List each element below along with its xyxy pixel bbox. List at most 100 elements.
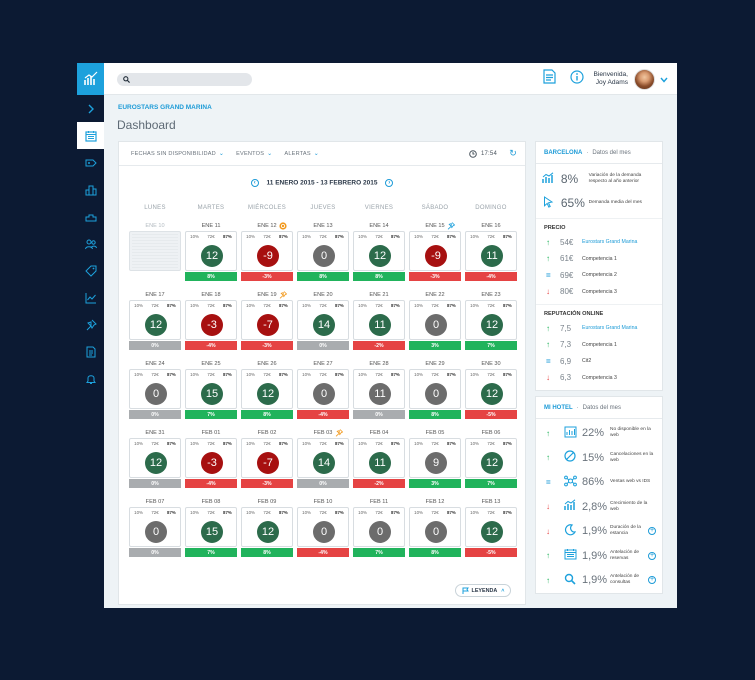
- expand-button[interactable]: +: [648, 527, 656, 536]
- day-box: 10% 72€ 87% 0: [297, 507, 349, 547]
- stat-price: 72€: [431, 303, 439, 308]
- calendar-day[interactable]: ENE 17 10% 72€ 87% 12 0%: [127, 292, 183, 361]
- day-score-circle: 0: [313, 245, 335, 267]
- sidebar-item-pins[interactable]: [77, 311, 104, 338]
- filter-events[interactable]: EVENTOS ⌄: [236, 150, 272, 158]
- avatar[interactable]: [634, 68, 655, 90]
- day-stats: 10% 72€ 87%: [186, 301, 236, 308]
- calendar-day[interactable]: FEB 07 10% 72€ 87% 0 0%: [127, 499, 183, 568]
- day-date: FEB 01: [201, 430, 221, 436]
- calendar-day[interactable]: FEB 10 10% 72€ 87% 0 -4%: [295, 499, 351, 568]
- hotel-metric-description: Antelación de consultas: [610, 574, 640, 586]
- city-metric-row: 8% Variación de la demanda respecto al añ…: [536, 167, 662, 191]
- calendar-day[interactable]: FEB 08 10% 72€ 87% 15 7%: [183, 499, 239, 568]
- hotel-name[interactable]: EUROSTARS GRAND MARINA: [118, 104, 212, 111]
- prev-period-button[interactable]: ‹: [250, 179, 259, 187]
- user-menu-toggle[interactable]: [660, 70, 668, 88]
- sidebar-item-reports[interactable]: [77, 338, 104, 365]
- calendar-day[interactable]: FEB 11 10% 72€ 87% 0 7%: [351, 499, 407, 568]
- filter-dates-label: FECHAS SIN DISPONIBILIDAD: [131, 150, 216, 157]
- calendar-day[interactable]: ENE 12 10% 72€ 87% -9 -3%: [239, 222, 295, 292]
- empty-day-box: [129, 231, 181, 271]
- calendar-day[interactable]: ENE 31 10% 72€ 87% 12 0%: [127, 430, 183, 499]
- prices-name: Competencia 3: [582, 288, 617, 295]
- sidebar-item-stats[interactable]: [77, 176, 104, 203]
- expand-button[interactable]: +: [648, 551, 656, 560]
- calendar-day[interactable]: ENE 29 10% 72€ 87% 0 8%: [407, 361, 463, 430]
- stat-availability: 10%: [414, 441, 423, 446]
- sidebar-item-tags[interactable]: [77, 149, 104, 176]
- calendar-day[interactable]: FEB 02 10% 72€ 87% -7 -3%: [239, 430, 295, 499]
- day-box: 10% 72€ 87% 0: [409, 507, 461, 547]
- info-button[interactable]: [569, 69, 584, 89]
- filter-dates[interactable]: FECHAS SIN DISPONIBILIDAD ⌄: [131, 150, 224, 158]
- pin-icon[interactable]: [279, 291, 288, 301]
- calendar-day[interactable]: ENE 23 10% 72€ 87% 12 7%: [463, 292, 519, 361]
- calendar-day[interactable]: FEB 03 10% 72€ 87% 14 0%: [295, 429, 351, 499]
- expand-button[interactable]: +: [648, 576, 656, 585]
- calendar-day[interactable]: ENE 24 10% 72€ 87% 0 0%: [127, 361, 183, 430]
- event-icon[interactable]: [279, 222, 287, 232]
- sidebar-item-alerts[interactable]: [77, 365, 104, 392]
- stat-occupancy: 87%: [503, 303, 512, 308]
- cancel-icon: [562, 450, 578, 465]
- stat-availability: 10%: [190, 441, 199, 446]
- pin-icon[interactable]: [335, 429, 344, 439]
- stat-occupancy: 87%: [503, 441, 512, 446]
- calendar-day[interactable]: ENE 27 10% 72€ 87% 0 -4%: [295, 361, 351, 430]
- stat-availability: 10%: [134, 372, 143, 377]
- calendar-day[interactable]: FEB 04 10% 72€ 87% 11 -2%: [351, 430, 407, 499]
- calendar-day[interactable]: ENE 16 10% 72€ 87% 11 -4%: [463, 223, 519, 292]
- calendar-day[interactable]: ENE 11 10% 72€ 87% 12 8%: [183, 223, 239, 292]
- calendar-day[interactable]: ENE 19 10% 72€ 87% -7 -3%: [239, 291, 295, 361]
- calendar-day[interactable]: FEB 13 10% 72€ 87% 12 -5%: [463, 499, 519, 568]
- day-change-bar: 8%: [185, 272, 237, 281]
- filter-alerts[interactable]: ALERTAS ⌄: [284, 150, 319, 158]
- expand-sidebar-button[interactable]: [77, 95, 104, 122]
- day-score-circle: 12: [481, 383, 503, 405]
- reputation-name[interactable]: Eurostars Grand Marina: [582, 325, 638, 332]
- logo[interactable]: [77, 63, 104, 95]
- stat-occupancy: 87%: [223, 510, 232, 515]
- calendar-day[interactable]: ENE 22 10% 72€ 87% 0 3%: [407, 292, 463, 361]
- stat-availability: 10%: [246, 510, 255, 515]
- sidebar-item-users[interactable]: [77, 230, 104, 257]
- calendar-day[interactable]: ENE 18 10% 72€ 87% -3 -4%: [183, 292, 239, 361]
- calendar-day[interactable]: FEB 09 10% 72€ 87% 12 8%: [239, 499, 295, 568]
- calendar-day[interactable]: FEB 12 10% 72€ 87% 0 8%: [407, 499, 463, 568]
- hotel-metric-description: Duración de la estancia: [610, 525, 641, 537]
- calendar-day[interactable]: ENE 26 10% 72€ 87% 12 8%: [239, 361, 295, 430]
- next-period-button[interactable]: ›: [385, 179, 394, 187]
- pin-icon[interactable]: [447, 222, 456, 232]
- calendar-day[interactable]: ENE 21 10% 72€ 87% 11 -2%: [351, 292, 407, 361]
- prices-value: 61€: [560, 254, 574, 264]
- calendar-day[interactable]: ENE 15 10% 72€ 87% -9 -3%: [407, 222, 463, 292]
- search-input[interactable]: [133, 76, 243, 83]
- stat-price: 72€: [207, 234, 215, 239]
- calendar-day[interactable]: ENE 30 10% 72€ 87% 12 -5%: [463, 361, 519, 430]
- calendar-day[interactable]: ENE 14 10% 72€ 87% 12 8%: [351, 223, 407, 292]
- calendar-day[interactable]: ENE 28 10% 72€ 87% 11 0%: [351, 361, 407, 430]
- sidebar-item-trends[interactable]: [77, 284, 104, 311]
- hotel-metric-value: 1,9%: [582, 525, 608, 538]
- sidebar-item-hotels[interactable]: [77, 203, 104, 230]
- calendar-day[interactable]: ENE 13 10% 72€ 87% 0 8%: [295, 223, 351, 292]
- calendar-day[interactable]: FEB 01 10% 72€ 87% -3 -4%: [183, 430, 239, 499]
- calendar-day[interactable]: ENE 20 10% 72€ 87% 14 0%: [295, 292, 351, 361]
- arrow-up-icon: ↑: [546, 323, 550, 333]
- refresh-button[interactable]: ↻: [509, 148, 517, 159]
- legend-button[interactable]: LEYENDA ˄: [455, 584, 511, 597]
- sidebar-item-calendar[interactable]: [77, 122, 104, 149]
- calendar-day[interactable]: ENE 25 10% 72€ 87% 15 7%: [183, 361, 239, 430]
- prices-name[interactable]: Eurostars Grand Marina: [582, 239, 638, 246]
- calendar-day[interactable]: FEB 05 10% 72€ 87% 9 3%: [407, 430, 463, 499]
- day-date: ENE 24: [145, 361, 165, 367]
- reports-button[interactable]: [542, 69, 556, 89]
- calendar-day[interactable]: ENE 10: [127, 223, 183, 292]
- day-change-bar: 0%: [129, 341, 181, 350]
- search-bar[interactable]: [117, 73, 252, 86]
- bar-chart-icon: [562, 426, 578, 441]
- stat-occupancy: 87%: [279, 303, 288, 308]
- sidebar-item-offers[interactable]: [77, 257, 104, 284]
- calendar-day[interactable]: FEB 06 10% 72€ 87% 12 7%: [463, 430, 519, 499]
